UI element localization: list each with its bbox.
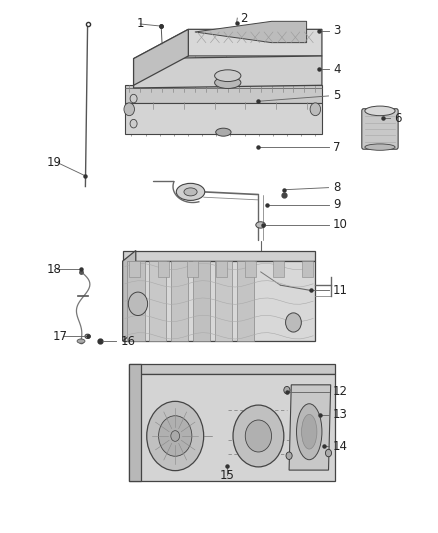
Polygon shape [215, 261, 227, 277]
Text: 2: 2 [240, 12, 247, 25]
Text: 8: 8 [333, 181, 340, 194]
Polygon shape [127, 261, 145, 341]
Text: 3: 3 [333, 25, 340, 37]
Circle shape [147, 401, 204, 471]
FancyBboxPatch shape [362, 109, 398, 149]
Polygon shape [302, 261, 313, 277]
Circle shape [159, 416, 192, 456]
Polygon shape [123, 251, 315, 261]
Polygon shape [149, 261, 166, 341]
Polygon shape [129, 261, 140, 277]
Text: 15: 15 [219, 469, 234, 482]
Polygon shape [171, 261, 188, 341]
Polygon shape [244, 261, 255, 277]
Text: 10: 10 [333, 219, 348, 231]
Circle shape [130, 119, 137, 128]
Polygon shape [134, 29, 322, 59]
Text: 14: 14 [333, 440, 348, 453]
Polygon shape [134, 29, 188, 85]
Text: 5: 5 [333, 90, 340, 102]
Text: 7: 7 [333, 141, 340, 154]
Ellipse shape [85, 334, 90, 338]
Circle shape [310, 103, 321, 116]
Text: 1: 1 [137, 18, 145, 30]
Text: 13: 13 [333, 408, 348, 421]
Ellipse shape [215, 77, 241, 88]
Polygon shape [273, 261, 284, 277]
Ellipse shape [256, 222, 265, 228]
Circle shape [128, 292, 148, 316]
Polygon shape [123, 251, 136, 341]
Text: 17: 17 [53, 330, 68, 343]
Text: 12: 12 [333, 385, 348, 398]
Ellipse shape [297, 404, 322, 459]
Polygon shape [129, 374, 335, 481]
Polygon shape [125, 103, 322, 134]
Polygon shape [134, 56, 322, 88]
Text: 6: 6 [394, 112, 402, 125]
Text: 19: 19 [46, 156, 61, 169]
Ellipse shape [215, 70, 241, 82]
Polygon shape [215, 261, 232, 341]
Ellipse shape [365, 144, 395, 150]
Ellipse shape [365, 106, 395, 116]
Polygon shape [187, 261, 198, 277]
Polygon shape [237, 261, 254, 341]
Text: 18: 18 [46, 263, 61, 276]
Ellipse shape [77, 339, 85, 343]
Polygon shape [289, 385, 331, 470]
Circle shape [286, 313, 301, 332]
Text: 16: 16 [120, 335, 135, 348]
Polygon shape [195, 21, 307, 43]
Circle shape [124, 103, 134, 116]
Polygon shape [129, 364, 335, 374]
Ellipse shape [176, 183, 205, 200]
Ellipse shape [184, 188, 197, 196]
Circle shape [284, 386, 290, 394]
Text: 11: 11 [333, 284, 348, 297]
Text: 9: 9 [333, 198, 340, 211]
Polygon shape [158, 261, 169, 277]
Circle shape [245, 420, 272, 452]
Circle shape [286, 452, 292, 459]
Polygon shape [123, 261, 315, 341]
Ellipse shape [215, 128, 231, 136]
Polygon shape [129, 364, 141, 481]
Circle shape [171, 431, 180, 441]
Circle shape [233, 405, 284, 467]
Text: 4: 4 [333, 63, 340, 76]
Polygon shape [125, 85, 322, 103]
Circle shape [325, 449, 332, 457]
Ellipse shape [301, 415, 317, 449]
Circle shape [130, 94, 137, 103]
Polygon shape [193, 261, 210, 341]
